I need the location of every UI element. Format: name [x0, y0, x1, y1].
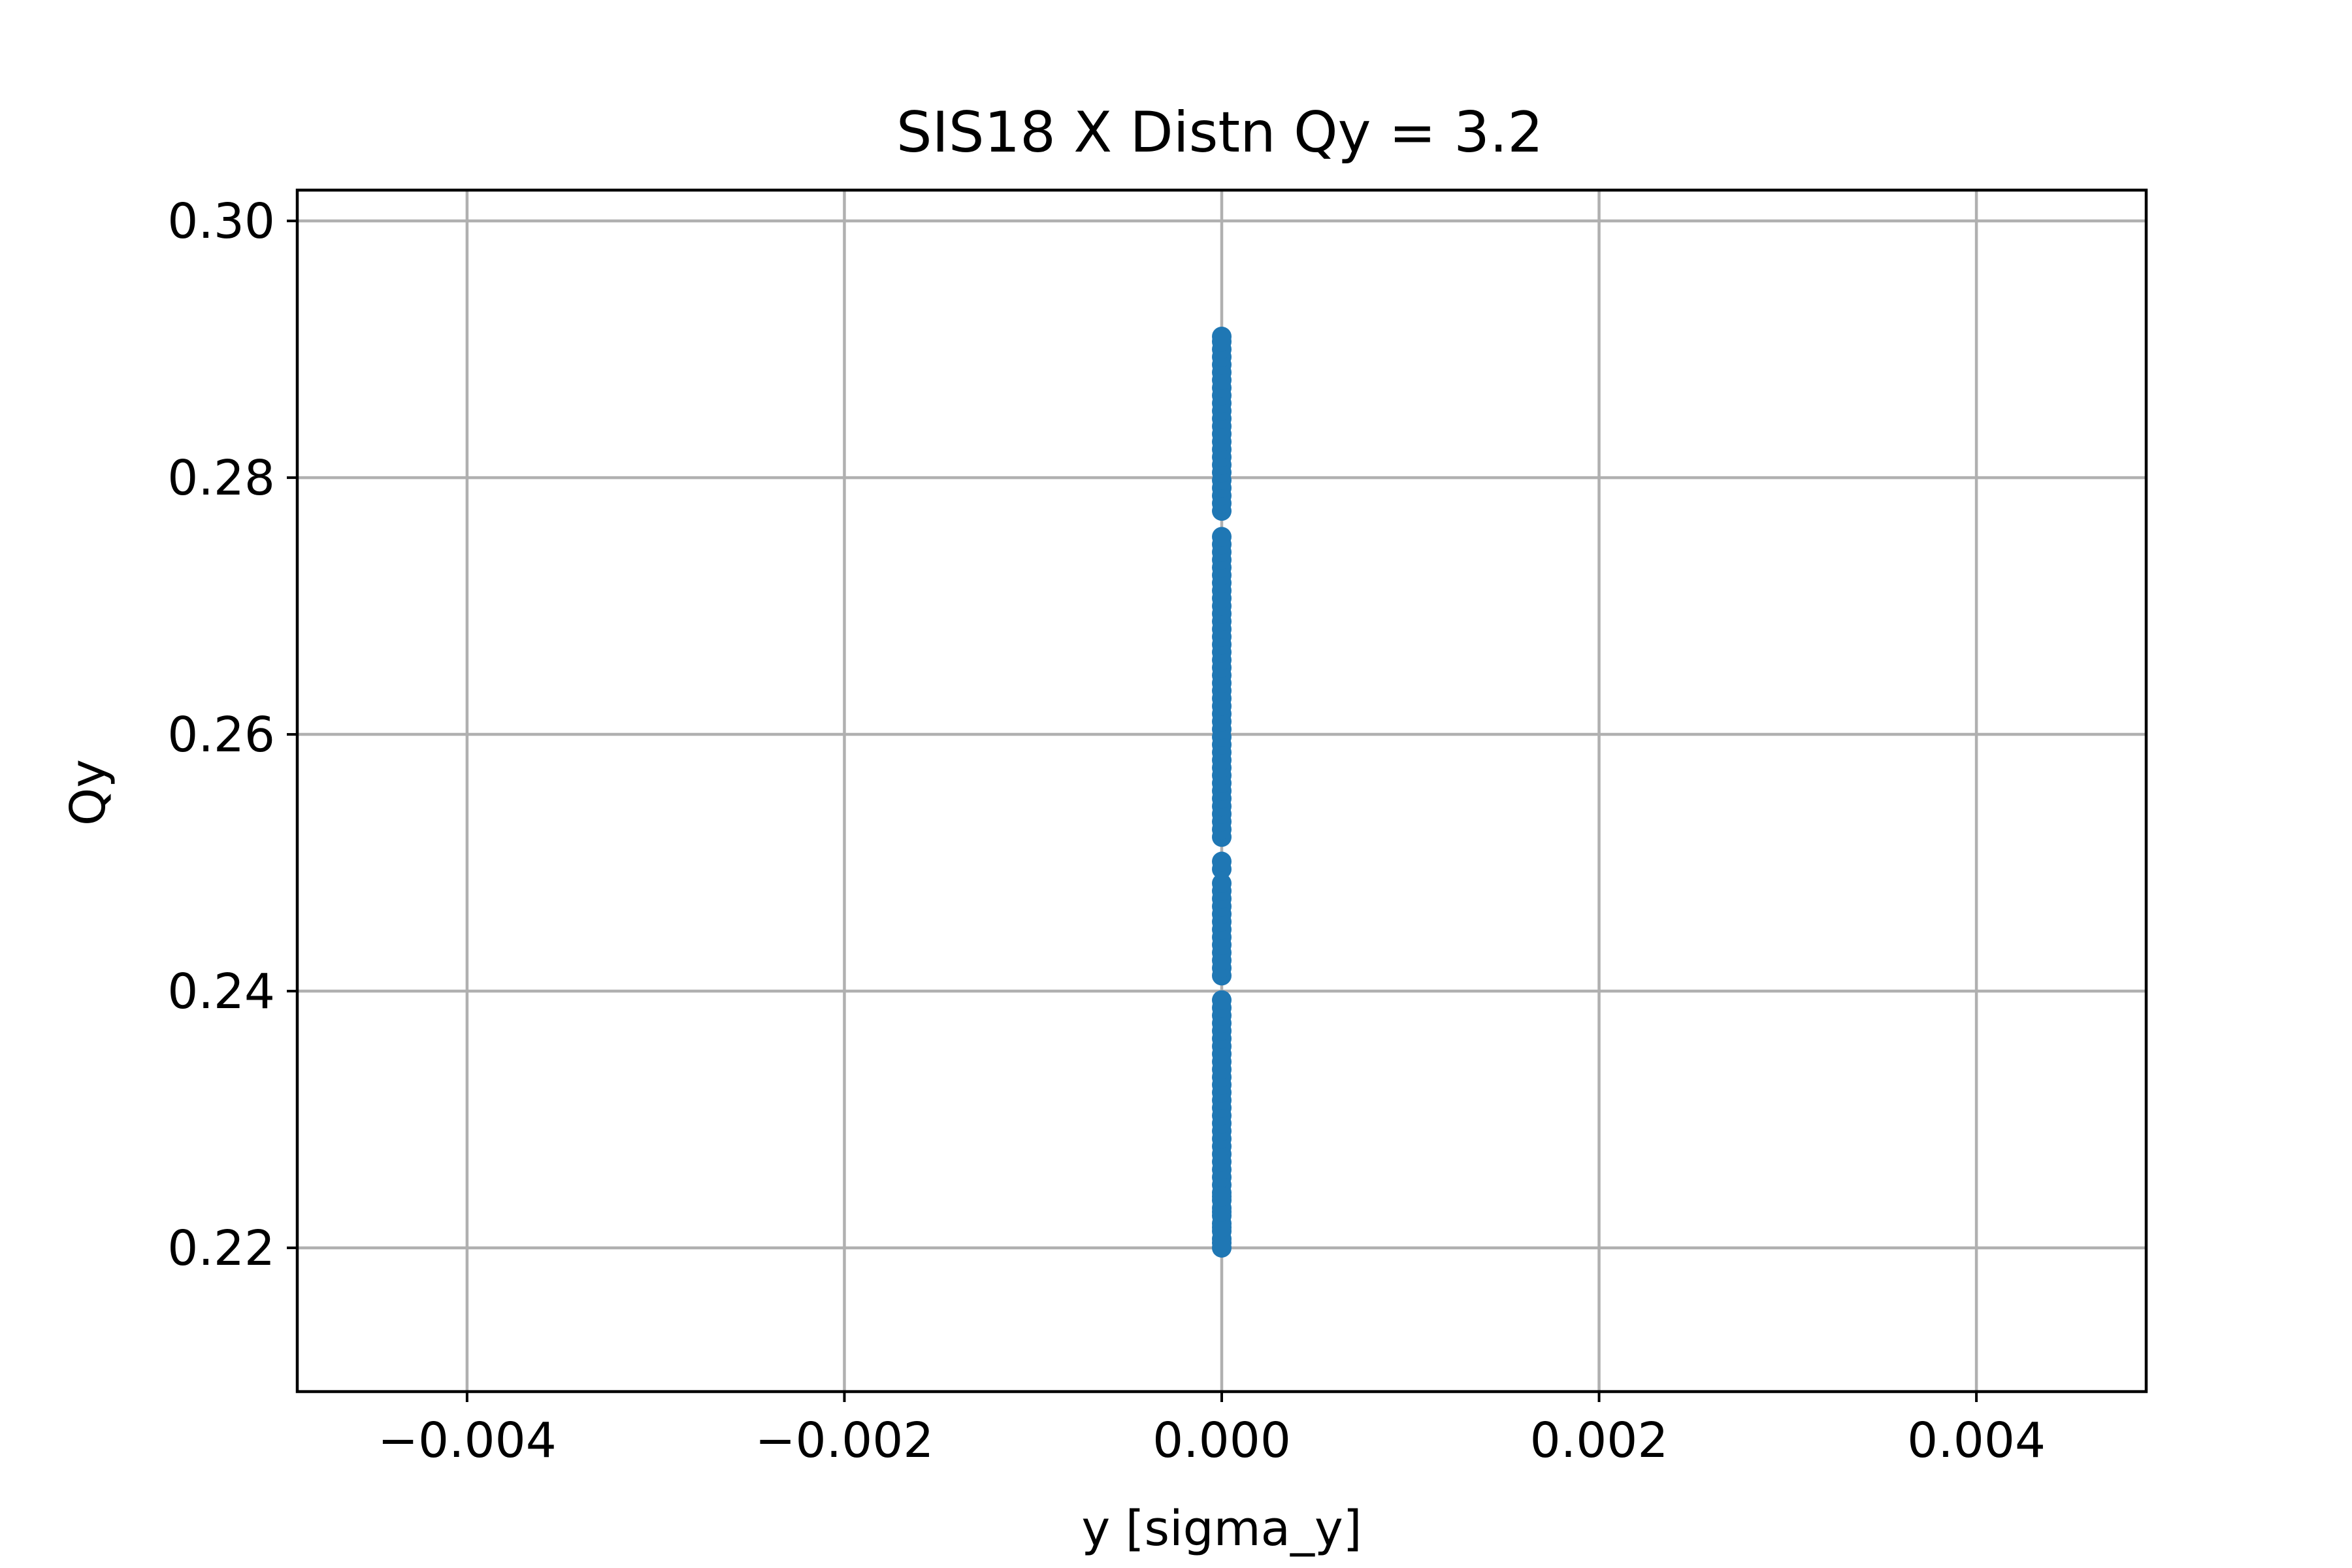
data-point	[1212, 1186, 1232, 1207]
x-tick-label: −0.004	[378, 1413, 557, 1469]
data-point	[1212, 1233, 1232, 1253]
y-axis-label: Qy	[60, 759, 116, 826]
y-tick-label: 0.26	[167, 707, 275, 763]
axis-ticks: −0.004 −0.002 0.000 0.002 0.004 0.22 0.24 0.26 0…	[167, 193, 2046, 1469]
x-tick-label: −0.002	[755, 1413, 934, 1469]
data-point	[1212, 1217, 1232, 1237]
x-axis-label: y [sigma_y]	[1081, 1501, 1362, 1557]
scatter-points	[1212, 326, 1232, 1258]
x-tick-label: 0.002	[1530, 1413, 1669, 1469]
data-point	[1212, 990, 1232, 1010]
data-point	[1212, 851, 1232, 872]
y-tick-label: 0.28	[167, 450, 275, 506]
data-point	[1212, 1201, 1232, 1222]
y-tick-label: 0.24	[167, 964, 275, 1020]
y-tick-label: 0.22	[167, 1220, 275, 1277]
x-tick-label: 0.004	[1907, 1413, 2046, 1469]
chart-title: SIS18 X Distn Qy = 3.2	[896, 100, 1543, 165]
data-point	[1212, 527, 1232, 547]
x-tick-label: 0.000	[1152, 1413, 1291, 1469]
y-tick-label: 0.30	[167, 193, 275, 250]
data-point	[1212, 873, 1232, 893]
data-point	[1212, 326, 1232, 346]
